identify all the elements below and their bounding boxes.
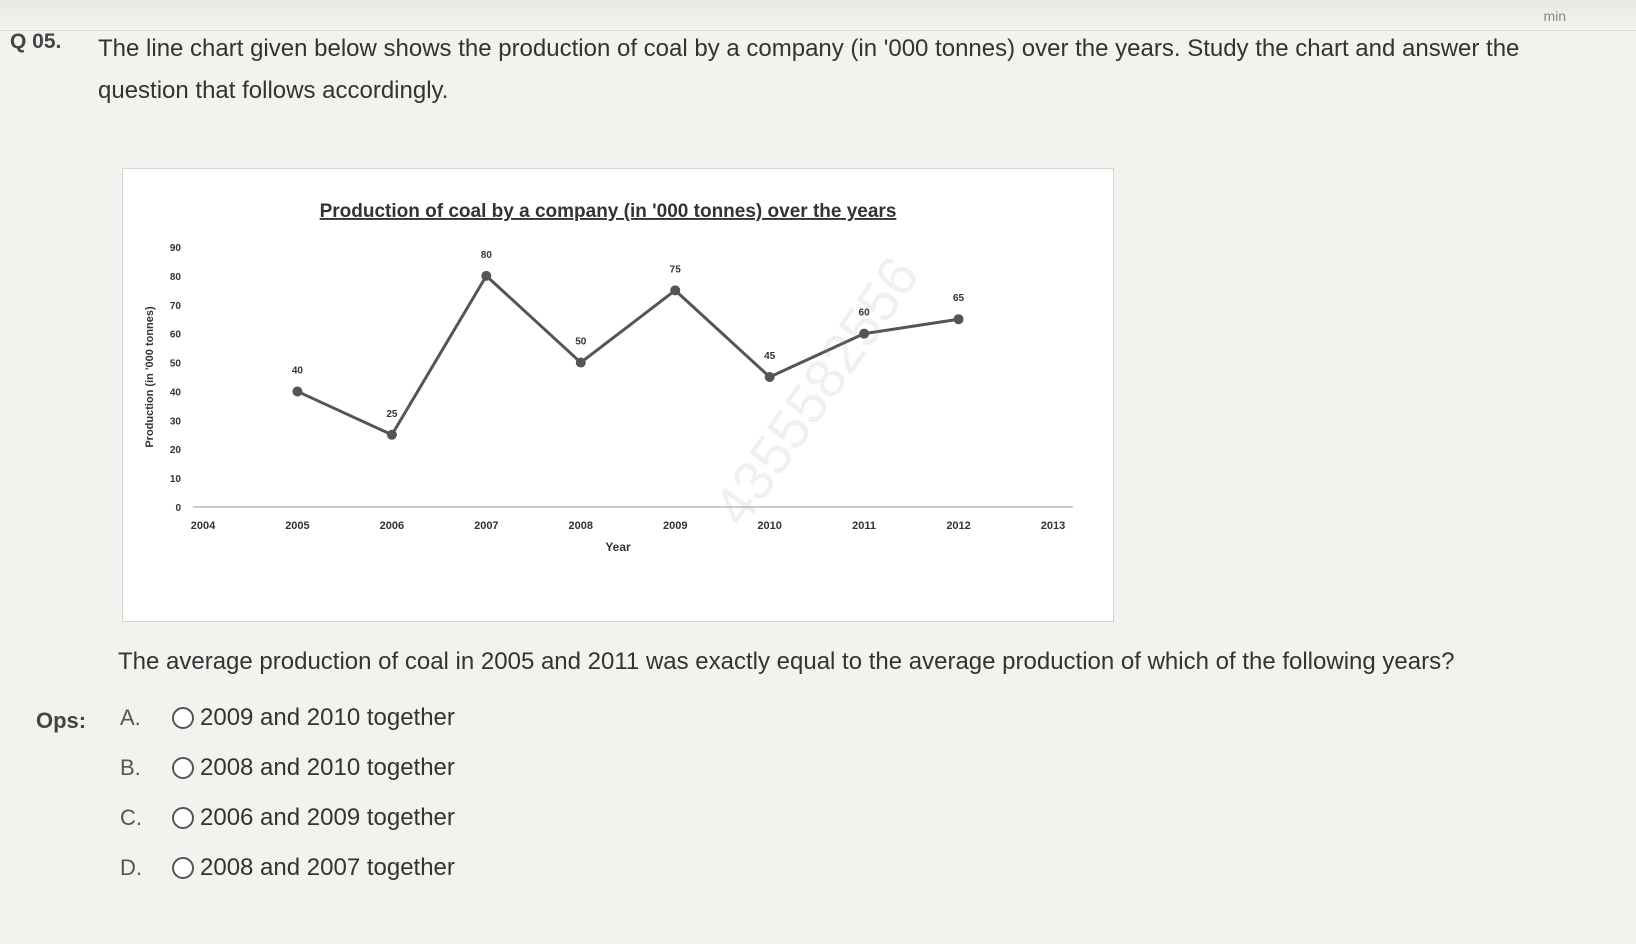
option-d[interactable]: D. 2008 and 2007 together xyxy=(120,850,455,886)
data-label: 60 xyxy=(859,308,871,319)
y-tick-label: 60 xyxy=(170,330,182,341)
y-tick-label: 80 xyxy=(170,272,182,283)
option-c-text: 2006 and 2009 together xyxy=(200,804,455,831)
option-c[interactable]: C. 2006 and 2009 together xyxy=(120,800,455,836)
x-tick-label: 2006 xyxy=(380,520,404,532)
chart-svg: Production of coal by a company (in '000… xyxy=(144,201,1073,554)
option-b-letter: B. xyxy=(120,755,141,780)
y-tick-label: 90 xyxy=(170,243,182,254)
data-point xyxy=(670,285,681,296)
option-c-letter: C. xyxy=(120,805,142,830)
option-a-letter: A. xyxy=(120,705,141,730)
data-point xyxy=(386,429,397,440)
data-label: 65 xyxy=(953,293,965,304)
data-point xyxy=(859,328,870,339)
option-a-text: 2009 and 2010 together xyxy=(200,704,455,731)
option-a[interactable]: A. 2009 and 2010 together xyxy=(120,700,455,736)
x-tick-label: 2004 xyxy=(191,520,216,532)
y-tick-label: 70 xyxy=(170,301,182,312)
option-d-letter: D. xyxy=(120,855,142,880)
data-point xyxy=(575,357,586,368)
option-d-radio[interactable] xyxy=(172,857,194,879)
x-axis-label: Year xyxy=(605,540,631,554)
y-tick-label: 30 xyxy=(170,416,182,427)
y-axis-label: Production (in '000 tonnes) xyxy=(144,306,156,448)
x-tick-label: 2010 xyxy=(757,520,781,532)
options-label: Ops: xyxy=(36,708,87,733)
data-label: 40 xyxy=(292,365,304,376)
y-tick-label: 20 xyxy=(170,445,182,456)
x-tick-label: 2008 xyxy=(569,520,593,532)
data-label: 25 xyxy=(386,409,398,420)
question-intro: The line chart given below shows the pro… xyxy=(98,35,1520,104)
data-label: 50 xyxy=(575,337,587,348)
data-point xyxy=(764,372,775,382)
y-tick-label: 10 xyxy=(170,474,182,485)
chart-title: Production of coal by a company (in '000… xyxy=(320,201,897,222)
x-tick-label: 2007 xyxy=(474,520,498,532)
data-label: 75 xyxy=(670,264,682,275)
option-c-radio[interactable] xyxy=(172,807,194,829)
data-point xyxy=(481,270,492,281)
y-tick-label: 50 xyxy=(170,359,182,370)
option-a-radio[interactable] xyxy=(172,707,194,729)
timer-label: min xyxy=(1543,8,1566,24)
data-label: 45 xyxy=(764,351,776,362)
x-tick-label: 2013 xyxy=(1041,520,1065,532)
option-b[interactable]: B. 2008 and 2010 together xyxy=(120,750,455,786)
y-tick-label: 0 xyxy=(175,503,181,514)
y-tick-label: 40 xyxy=(170,387,182,398)
question-prompt: The average production of coal in 2005 a… xyxy=(118,648,1455,675)
top-bar: min xyxy=(0,0,1636,31)
x-tick-label: 2012 xyxy=(946,520,970,532)
question-number: Q 05. xyxy=(10,30,62,53)
option-d-text: 2008 and 2007 together xyxy=(200,854,455,881)
data-label: 80 xyxy=(481,250,493,261)
series-line xyxy=(296,274,959,437)
option-b-radio[interactable] xyxy=(172,757,194,779)
x-tick-label: 2009 xyxy=(663,520,687,532)
data-point xyxy=(292,386,303,397)
coal-production-chart: Production of coal by a company (in '000… xyxy=(122,168,1114,622)
x-tick-label: 2011 xyxy=(852,520,876,532)
option-b-text: 2008 and 2010 together xyxy=(200,754,455,781)
data-point xyxy=(953,314,964,325)
x-tick-label: 2005 xyxy=(285,520,309,532)
